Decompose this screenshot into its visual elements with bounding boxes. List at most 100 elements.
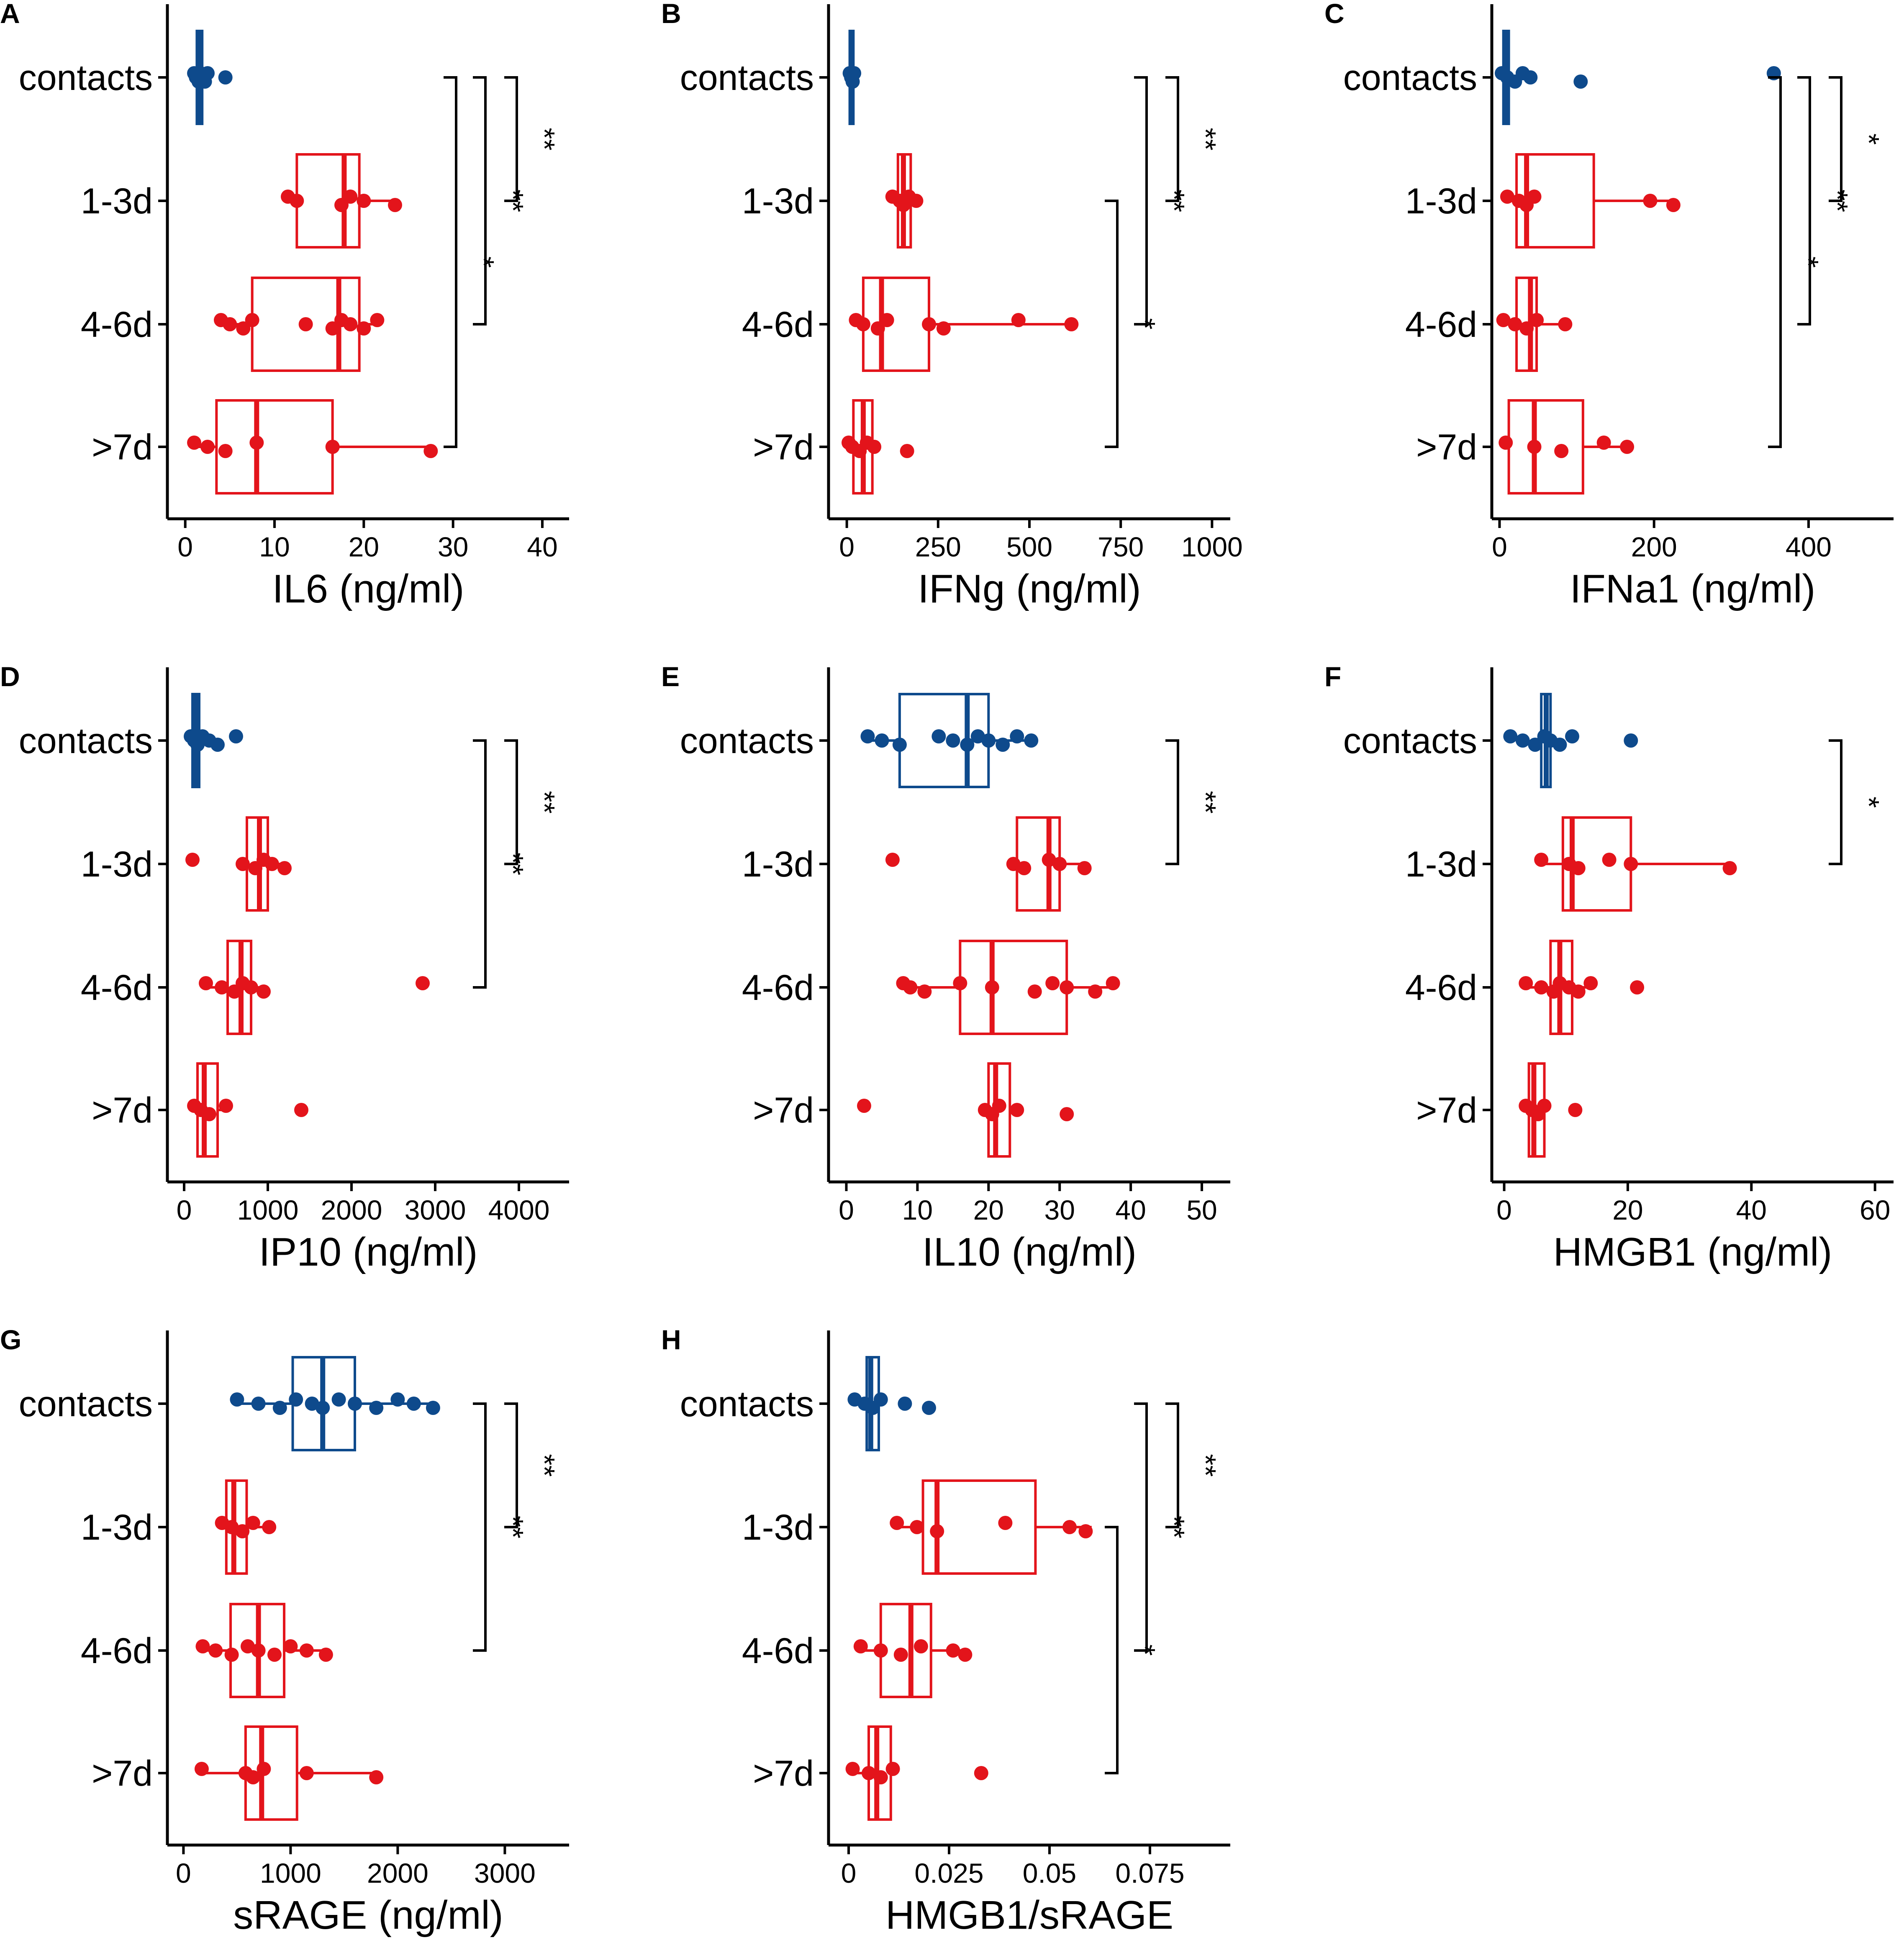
significance-bracket: ** [504,1402,561,1528]
y-tick-label: 1-3d [81,1507,153,1548]
panel-label: D [0,661,20,692]
significance-label: * [1129,1644,1161,1656]
data-point [357,321,371,336]
data-point [200,66,215,80]
x-tick-label: 400 [1786,531,1832,562]
data-point [1596,436,1611,450]
x-tick-label: 10 [902,1194,933,1225]
x-tick-label: 0 [177,1194,192,1225]
significance-bracket: * [1829,76,1885,202]
y-tick-label: >7d [753,427,814,467]
data-point [856,317,870,331]
box-4-6d [903,940,1117,1035]
data-point [946,733,960,748]
panel-label: H [661,1324,681,1355]
bracket-line [504,1402,518,1528]
data-point [903,980,918,994]
data-point [880,313,894,327]
panel-label: G [0,1324,21,1355]
data-point [325,440,340,454]
significance-label: ** [528,128,561,150]
data-point [931,729,946,743]
data-point [272,1401,287,1415]
panel-label: B [661,0,681,29]
data-point [890,1516,904,1530]
x-tick-label: 20 [1612,1194,1643,1225]
significance-label: ** [1189,128,1222,150]
y-tick-label: 4-6d [742,1631,814,1671]
data-point [1519,976,1533,990]
data-point [1519,321,1534,336]
y-tick-label: 4-6d [81,305,153,345]
y-tick-label: contacts [19,721,153,761]
data-point [1060,1107,1074,1121]
data-point [998,1516,1013,1530]
data-point [914,1639,928,1653]
x-tick-label: 250 [915,531,961,562]
data-point [294,1103,308,1117]
data-point [262,1520,277,1534]
data-point [1565,729,1579,743]
box-iqr [215,399,334,495]
data-point [316,1401,330,1415]
data-point [870,321,885,336]
x-axis-title: IFNg (ng/ml) [918,566,1141,611]
data-point [873,1392,888,1407]
y-tick-label: contacts [680,721,814,761]
x-tick-label: 30 [1044,1194,1075,1225]
x-tick-label: 0 [177,531,193,562]
data-point [298,317,313,331]
data-point [357,194,371,208]
y-tick-label: >7d [753,1090,814,1130]
data-point [334,198,349,212]
data-point [249,436,264,450]
significance-label: ** [1821,190,1854,212]
data-point [246,1516,260,1530]
data-point [251,1643,266,1658]
data-point [331,1392,346,1407]
data-point [1010,1103,1024,1117]
y-tick-label: 4-6d [742,968,814,1008]
significance-label: * [1853,797,1885,808]
bracket-line [1165,1402,1179,1528]
data-point [299,1766,314,1780]
data-point [215,980,229,994]
data-point [1666,198,1681,212]
y-tick-label: contacts [19,1384,153,1424]
panel-label: F [1324,661,1341,692]
data-point [885,1762,900,1776]
bracket-line [504,739,518,865]
bracket-line [1134,76,1148,326]
bracket-line [1105,1526,1119,1774]
data-point [1088,984,1103,999]
data-point [283,1639,298,1653]
x-tick-label: 0.075 [1115,1858,1184,1889]
data-point [867,440,882,454]
significance-bracket: * [1829,739,1885,865]
data-point [1515,733,1530,748]
significance-bracket: ** [1797,76,1854,326]
data-point [1011,313,1026,327]
x-axis-title: IL10 (ng/ml) [922,1230,1137,1274]
data-point [235,1524,250,1538]
data-point [985,980,999,994]
y-tick-label: 1-3d [742,181,814,221]
data-point [210,738,225,752]
data-point [922,317,936,331]
significance-label: ** [528,1454,561,1476]
data-point [862,1766,876,1780]
data-point [236,857,250,871]
x-tick-label: 50 [1186,1194,1217,1225]
data-point [1583,976,1598,990]
data-point [423,444,438,458]
significance-bracket: ** [504,76,561,202]
x-tick-label: 1000 [237,1194,299,1225]
bracket-line [504,76,518,202]
data-point [1062,1520,1077,1534]
data-point [1060,980,1074,994]
